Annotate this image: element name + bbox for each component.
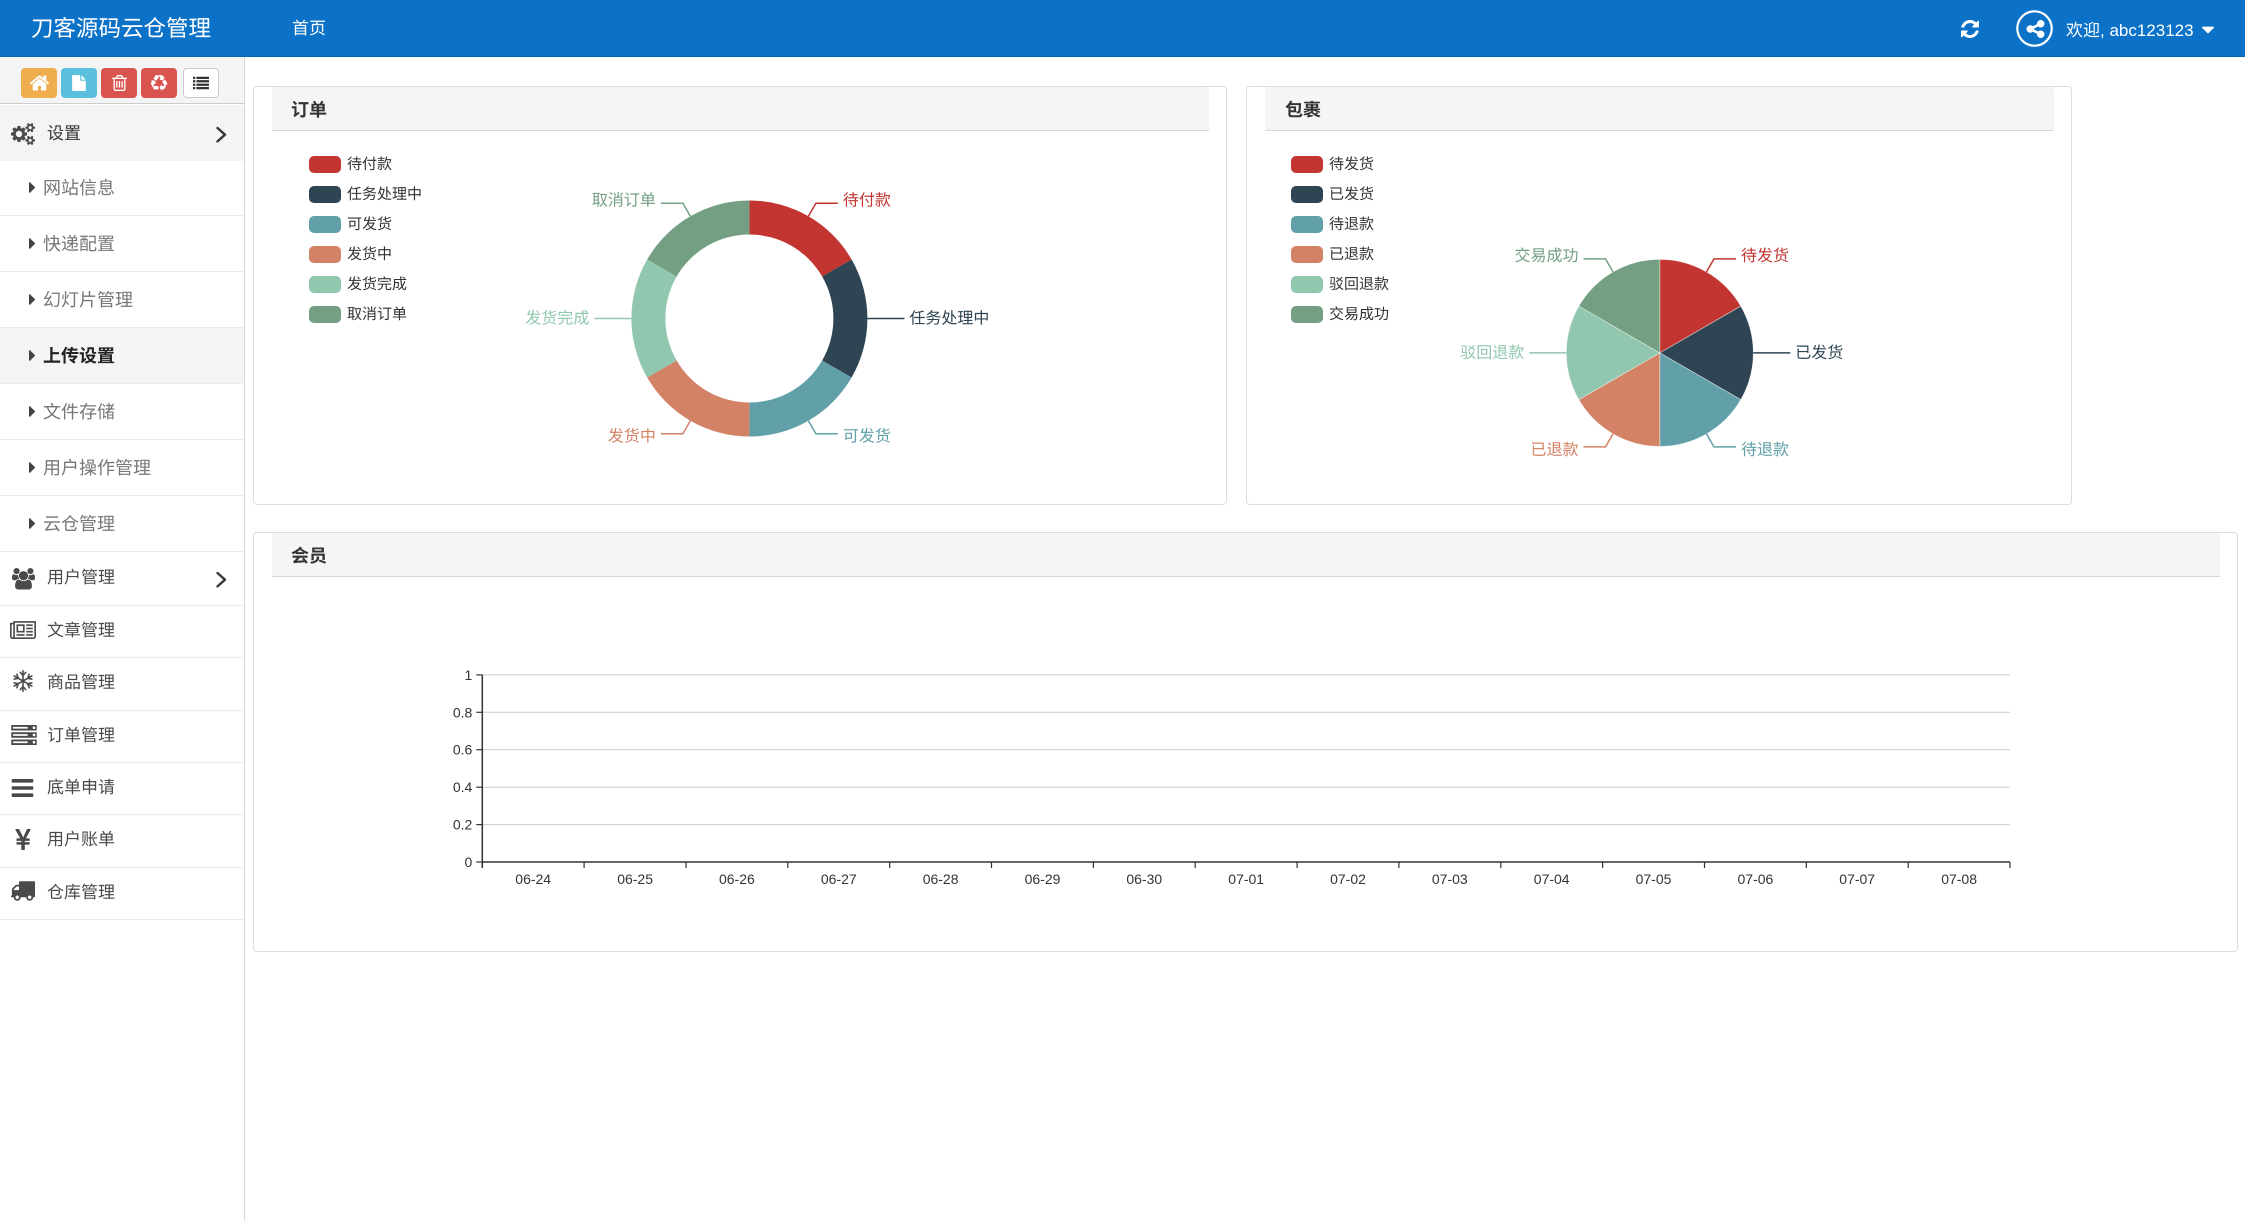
svg-text:07-04: 07-04 [1534,871,1570,887]
svg-text:0.8: 0.8 [453,704,473,720]
svg-text:06-30: 06-30 [1126,871,1162,887]
svg-text:发货中: 发货中 [608,428,656,446]
svg-text:0.6: 0.6 [453,742,473,758]
svg-text:待发货: 待发货 [1741,247,1789,265]
svg-text:06-28: 06-28 [923,871,959,887]
svg-text:已发货: 已发货 [1795,344,1843,362]
svg-text:驳回退款: 驳回退款 [1460,344,1524,362]
svg-text:0.4: 0.4 [453,779,473,795]
svg-text:07-02: 07-02 [1330,871,1366,887]
svg-text:07-06: 07-06 [1737,871,1773,887]
svg-text:待退款: 待退款 [1741,441,1789,459]
svg-text:07-01: 07-01 [1228,871,1264,887]
svg-text:1: 1 [465,667,473,683]
svg-text:待付款: 待付款 [843,191,891,209]
svg-text:07-07: 07-07 [1839,871,1875,887]
svg-text:取消订单: 取消订单 [592,191,656,209]
svg-text:0: 0 [465,854,473,870]
svg-text:0.2: 0.2 [453,817,473,833]
svg-text:06-29: 06-29 [1025,871,1061,887]
svg-text:交易成功: 交易成功 [1514,247,1578,265]
svg-text:06-25: 06-25 [617,871,653,887]
svg-text:06-26: 06-26 [719,871,755,887]
svg-text:已退款: 已退款 [1530,441,1578,459]
svg-text:07-03: 07-03 [1432,871,1468,887]
svg-text:07-08: 07-08 [1941,871,1977,887]
svg-text:06-24: 06-24 [515,871,551,887]
svg-text:可发货: 可发货 [843,428,891,446]
svg-text:发货完成: 发货完成 [525,310,589,328]
svg-text:07-05: 07-05 [1636,871,1672,887]
svg-text:任务处理中: 任务处理中 [909,310,989,328]
svg-text:06-27: 06-27 [821,871,857,887]
